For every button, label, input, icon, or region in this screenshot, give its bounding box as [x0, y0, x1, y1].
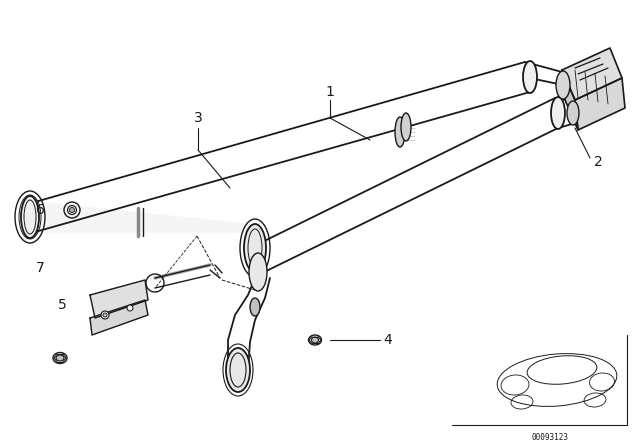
Ellipse shape: [70, 207, 74, 212]
Polygon shape: [575, 78, 625, 130]
Ellipse shape: [21, 196, 39, 238]
Polygon shape: [90, 300, 148, 335]
Text: 00093123: 00093123: [531, 433, 568, 442]
Text: 2: 2: [594, 155, 602, 169]
Ellipse shape: [64, 202, 80, 218]
Text: 1: 1: [326, 85, 335, 99]
Text: 7: 7: [36, 261, 44, 275]
Ellipse shape: [67, 206, 77, 215]
Ellipse shape: [308, 335, 321, 345]
Ellipse shape: [250, 298, 260, 316]
Text: 6: 6: [36, 203, 44, 217]
Ellipse shape: [312, 337, 319, 343]
Polygon shape: [90, 280, 148, 318]
Ellipse shape: [556, 71, 570, 99]
Ellipse shape: [244, 224, 266, 272]
Ellipse shape: [101, 311, 109, 319]
Ellipse shape: [567, 101, 579, 125]
Text: 5: 5: [58, 298, 67, 312]
Ellipse shape: [53, 353, 67, 363]
Ellipse shape: [56, 355, 64, 361]
Ellipse shape: [103, 313, 107, 317]
Text: 4: 4: [383, 333, 392, 347]
Ellipse shape: [127, 305, 133, 311]
Ellipse shape: [523, 61, 537, 93]
Ellipse shape: [395, 117, 405, 147]
Polygon shape: [562, 48, 622, 100]
Ellipse shape: [401, 113, 411, 141]
Polygon shape: [562, 70, 578, 130]
Ellipse shape: [249, 253, 267, 291]
Text: 3: 3: [194, 111, 202, 125]
Polygon shape: [35, 202, 255, 232]
Ellipse shape: [226, 348, 250, 392]
Ellipse shape: [551, 97, 565, 129]
